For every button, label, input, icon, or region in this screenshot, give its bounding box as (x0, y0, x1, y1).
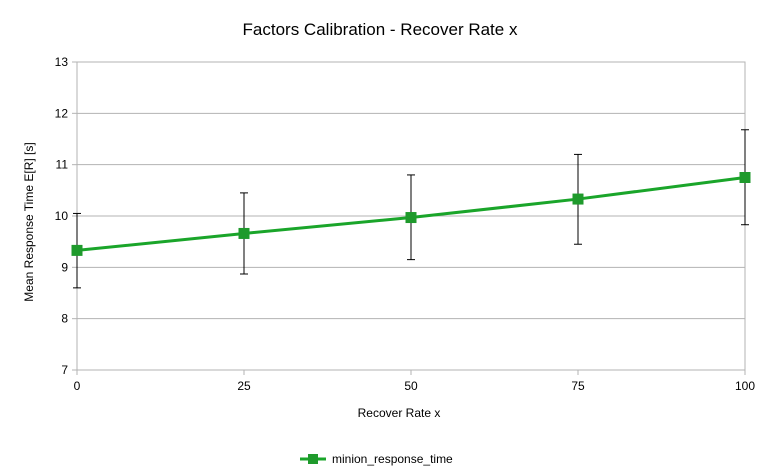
x-tick-label: 25 (237, 379, 251, 393)
legend-marker (308, 454, 318, 464)
y-tick-label: 10 (55, 209, 69, 223)
y-axis-ticks: 7 8 9 10 11 12 13 (55, 55, 77, 377)
y-tick-label: 11 (56, 158, 69, 172)
data-point (572, 193, 584, 205)
error-bars (73, 129, 749, 289)
y-axis-label: Mean Response Time E[R] [s] (22, 142, 36, 301)
y-tick-label: 9 (61, 260, 68, 274)
chart-title: Factors Calibration - Recover Rate x (243, 20, 518, 39)
y-tick-label: 13 (55, 55, 69, 69)
y-tick-label: 12 (55, 106, 69, 120)
legend-label: minion_response_time (332, 452, 453, 466)
data-point (71, 244, 83, 256)
series-group (71, 172, 751, 256)
data-point (238, 227, 250, 239)
x-axis-ticks: 0 25 50 75 100 (74, 370, 755, 393)
x-tick-label: 50 (404, 379, 418, 393)
data-point (739, 172, 751, 183)
x-axis-label: Recover Rate x (358, 406, 441, 420)
x-tick-label: 75 (571, 379, 585, 393)
x-tick-label: 100 (735, 379, 755, 393)
y-tick-label: 7 (61, 363, 68, 377)
legend: minion_response_time (300, 452, 453, 466)
data-point (405, 212, 417, 224)
y-tick-label: 8 (61, 312, 68, 326)
x-tick-label: 0 (74, 379, 81, 393)
